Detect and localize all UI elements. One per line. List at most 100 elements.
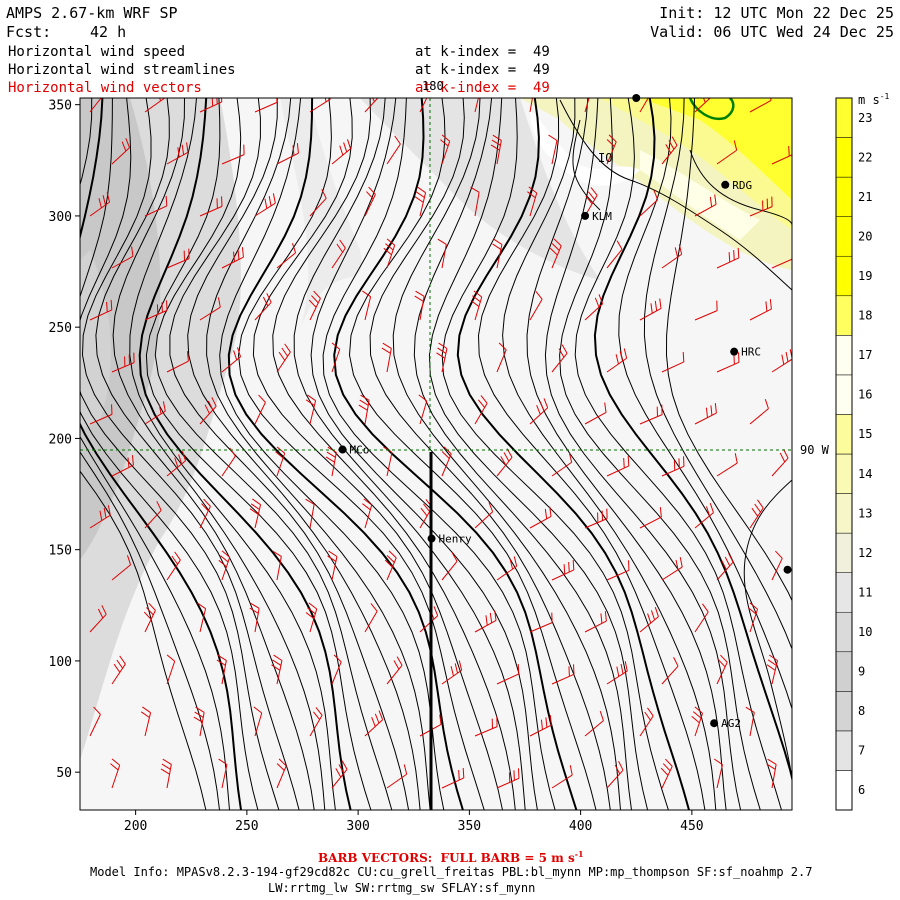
wind-barb bbox=[386, 135, 401, 165]
y-tick-label: 150 bbox=[49, 544, 72, 559]
wind-barb bbox=[386, 656, 403, 685]
streamline bbox=[252, 98, 503, 810]
wind-barb bbox=[418, 394, 428, 425]
station-marker bbox=[730, 347, 739, 356]
wind-barb bbox=[529, 398, 549, 425]
streamline bbox=[502, 98, 717, 810]
wind-barb bbox=[89, 505, 111, 529]
wind-barb bbox=[771, 449, 789, 477]
y-tick-label: 200 bbox=[49, 432, 72, 447]
streamline bbox=[187, 98, 421, 810]
wind-barb bbox=[474, 98, 479, 113]
colorbar-label: 20 bbox=[858, 229, 872, 243]
wind-barb bbox=[470, 186, 480, 217]
wind-barb bbox=[529, 291, 543, 321]
station-marker bbox=[721, 180, 730, 189]
streamline bbox=[333, 98, 578, 810]
wind-barb bbox=[414, 186, 427, 217]
colorbar-label: 9 bbox=[858, 665, 865, 679]
colorbar-segment bbox=[835, 730, 853, 771]
wind-barb bbox=[606, 240, 623, 269]
wind-barb bbox=[193, 706, 205, 737]
longitude-label: 180 bbox=[422, 79, 444, 93]
colorbar-label: 16 bbox=[858, 388, 872, 402]
wind-barb bbox=[111, 655, 126, 685]
wind-barb bbox=[166, 351, 189, 373]
wind-barb bbox=[221, 247, 244, 269]
colorbar-label: 15 bbox=[858, 427, 872, 441]
wind-barb bbox=[221, 447, 236, 477]
colorbar-segment bbox=[835, 176, 853, 217]
wind-barb bbox=[111, 352, 135, 373]
wind-barb bbox=[661, 351, 685, 373]
wind-barb bbox=[551, 765, 573, 789]
streamline bbox=[95, 98, 315, 810]
wind-barb bbox=[606, 455, 630, 477]
colorbar-label: 19 bbox=[858, 269, 872, 283]
wind-barb bbox=[89, 706, 101, 737]
wind-barb bbox=[144, 300, 168, 321]
wind-barb bbox=[771, 550, 783, 581]
wind-barb bbox=[144, 98, 165, 113]
wind-barb bbox=[386, 764, 408, 789]
colorbar-segment bbox=[835, 97, 853, 138]
init-time: Init: 12 UTC Mon 22 Dec 25 bbox=[659, 4, 894, 22]
wind-barb bbox=[606, 134, 617, 165]
wind-barb bbox=[362, 498, 373, 529]
wind-barb bbox=[474, 395, 488, 425]
wind-barb bbox=[496, 768, 520, 789]
streamline bbox=[80, 98, 230, 810]
streamline bbox=[643, 98, 792, 651]
colorbar-segment bbox=[835, 611, 853, 653]
streamline bbox=[80, 451, 220, 810]
station-marker bbox=[581, 211, 590, 220]
streamline bbox=[81, 98, 300, 810]
wind-barb bbox=[713, 758, 723, 789]
wind-barb bbox=[527, 186, 538, 217]
y-tick-label: 100 bbox=[49, 655, 72, 670]
forecast-label: Fcst: bbox=[6, 23, 52, 41]
wind-barb bbox=[551, 344, 568, 373]
wind-barb bbox=[496, 342, 507, 373]
wind-barb bbox=[548, 134, 558, 165]
colorbar-segment bbox=[835, 414, 853, 455]
station-label: Henry bbox=[439, 533, 472, 546]
wind-barb bbox=[166, 654, 176, 685]
x-tick-label: 400 bbox=[569, 819, 592, 834]
colorbar-segment bbox=[835, 137, 853, 178]
wind-barb bbox=[221, 144, 245, 165]
wind-barb bbox=[584, 711, 604, 737]
wind-barb bbox=[716, 453, 738, 477]
model-info-line-2: LW:rrtmg_lw SW:rrtmg_sw SFLAY:sf_mynn bbox=[268, 881, 536, 895]
wind-barb bbox=[716, 140, 738, 165]
wind-barb bbox=[639, 707, 654, 737]
streamline bbox=[526, 98, 727, 810]
wind-barb bbox=[111, 555, 132, 581]
wind-barb bbox=[362, 290, 372, 321]
wind-barb bbox=[474, 716, 498, 737]
colorbar-segment bbox=[835, 572, 853, 613]
model-title: AMPS 2.67-km WRF SP bbox=[6, 4, 178, 22]
streamline bbox=[112, 98, 326, 810]
wind-barb bbox=[331, 760, 348, 789]
colorbar-segment bbox=[835, 453, 853, 494]
wind-barb bbox=[470, 290, 483, 321]
wind-barb bbox=[716, 553, 734, 581]
wind-barb bbox=[490, 134, 502, 165]
wind-barb bbox=[199, 397, 217, 425]
wind-barb bbox=[271, 654, 283, 685]
colorbar-segment bbox=[835, 255, 853, 297]
streamline bbox=[369, 98, 611, 810]
wind-barb bbox=[639, 190, 659, 217]
wind-barb bbox=[309, 98, 331, 113]
wind-barb bbox=[441, 552, 458, 581]
streamline bbox=[665, 98, 792, 602]
colorbar-segment bbox=[835, 532, 853, 573]
wind-barb bbox=[144, 501, 162, 529]
wind-barb bbox=[305, 602, 318, 633]
wind-barb bbox=[771, 146, 792, 165]
wind-barb bbox=[606, 348, 628, 373]
streamline bbox=[413, 98, 632, 810]
station-label: HRC bbox=[741, 346, 761, 359]
